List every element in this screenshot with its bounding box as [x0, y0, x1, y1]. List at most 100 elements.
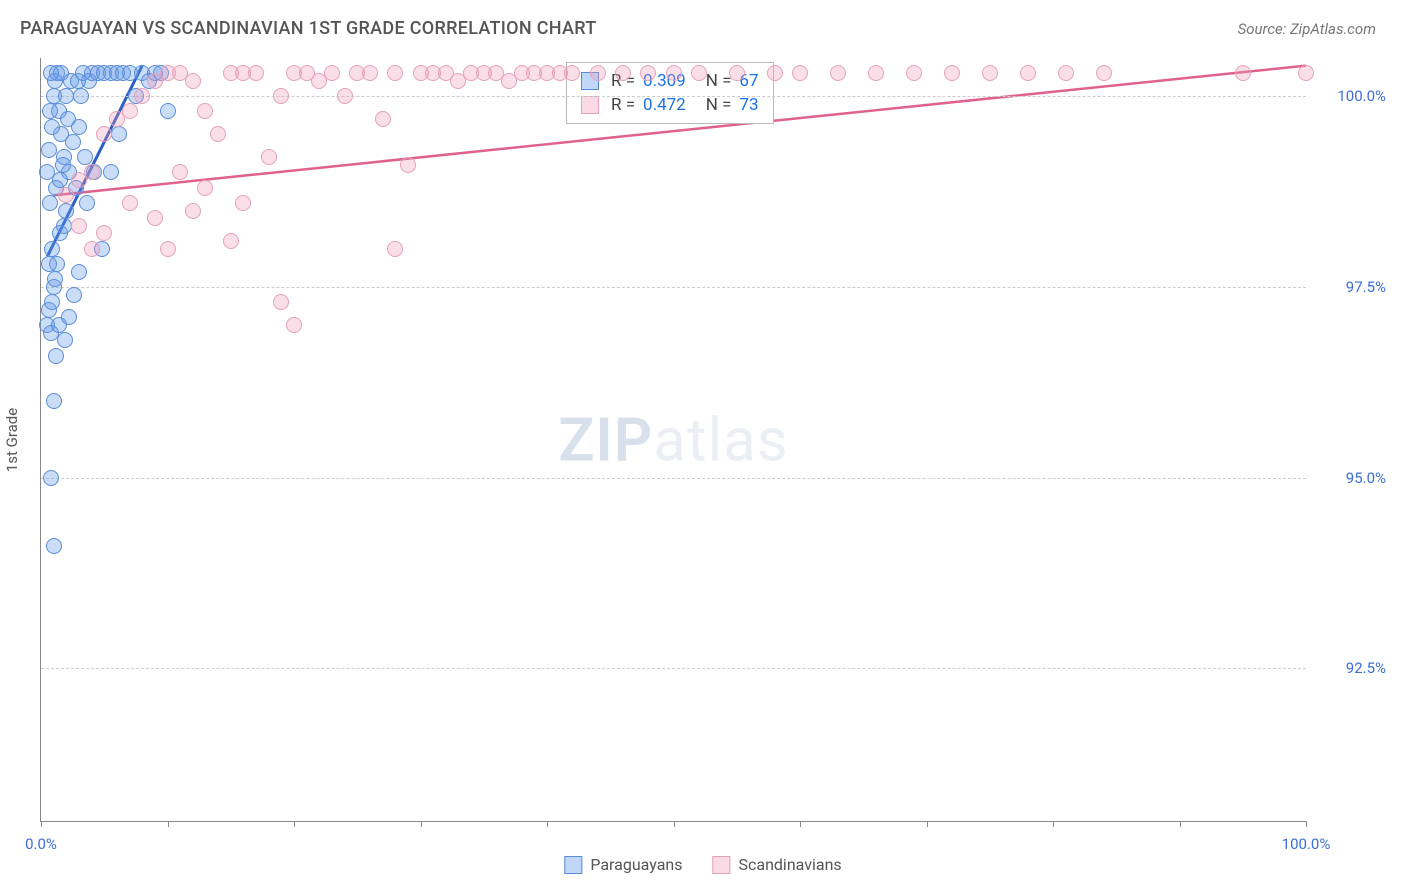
data-point [324, 65, 340, 81]
data-point [767, 65, 783, 81]
data-point [55, 157, 71, 173]
data-point [160, 103, 176, 119]
trend-lines [41, 58, 1306, 821]
data-point [60, 111, 76, 127]
data-point [43, 65, 59, 81]
data-point [147, 210, 163, 226]
data-point [197, 103, 213, 119]
data-point [43, 470, 59, 486]
data-point [564, 65, 580, 81]
y-tick-label: 95.0% [1316, 469, 1386, 487]
data-point [235, 195, 251, 211]
gridline [41, 668, 1306, 669]
x-tick [927, 821, 928, 827]
gridline [41, 478, 1306, 479]
header: PARAGUAYAN VS SCANDINAVIAN 1ST GRADE COR… [0, 0, 1406, 51]
data-point [134, 88, 150, 104]
legend-swatch [581, 96, 599, 114]
data-point [197, 180, 213, 196]
data-point [42, 103, 58, 119]
data-point [375, 111, 391, 127]
gridline [41, 287, 1306, 288]
data-point [44, 241, 60, 257]
data-point [160, 241, 176, 257]
data-point [58, 88, 74, 104]
data-point [387, 65, 403, 81]
r-value: 0.472 [643, 95, 686, 115]
data-point [615, 65, 631, 81]
data-point [52, 172, 68, 188]
n-value: 73 [739, 95, 758, 115]
x-tick [168, 821, 169, 827]
legend-item: Scandinavians [712, 855, 841, 874]
data-point [103, 164, 119, 180]
data-point [210, 126, 226, 142]
data-point [868, 65, 884, 81]
x-tick [547, 821, 548, 827]
data-point [73, 88, 89, 104]
data-point [830, 65, 846, 81]
x-tick [674, 821, 675, 827]
data-point [46, 538, 62, 554]
data-point [46, 393, 62, 409]
data-point [362, 65, 378, 81]
data-point [44, 119, 60, 135]
data-point [56, 218, 72, 234]
legend-item: Paraguayans [564, 855, 682, 874]
chart-area: ZIPatlas R =0.309N =67R =0.472N =73 100.… [40, 58, 1306, 822]
data-point [58, 203, 74, 219]
data-point [47, 271, 63, 287]
data-point [691, 65, 707, 81]
data-point [944, 65, 960, 81]
data-point [273, 88, 289, 104]
data-point [84, 164, 100, 180]
legend-swatch [712, 856, 730, 874]
y-tick-label: 92.5% [1316, 659, 1386, 677]
n-label: N = [706, 71, 732, 91]
data-point [71, 218, 87, 234]
data-point [185, 203, 201, 219]
x-tick-label: 0.0% [25, 835, 57, 853]
legend-label: Scandinavians [738, 855, 841, 874]
x-tick-label: 100.0% [1282, 835, 1331, 853]
data-point [57, 332, 73, 348]
data-point [58, 187, 74, 203]
legend-swatch [564, 856, 582, 874]
data-point [41, 256, 57, 272]
x-tick [1306, 821, 1307, 827]
data-point [1058, 65, 1074, 81]
data-point [48, 348, 64, 364]
data-point [41, 142, 57, 158]
data-point [337, 88, 353, 104]
data-point [96, 225, 112, 241]
legend-label: Paraguayans [590, 855, 682, 874]
data-point [84, 241, 100, 257]
x-tick [800, 821, 801, 827]
data-point [51, 317, 67, 333]
data-point [729, 65, 745, 81]
x-tick [41, 821, 42, 827]
x-tick [1053, 821, 1054, 827]
x-tick [1180, 821, 1181, 827]
data-point [44, 294, 60, 310]
y-axis-label: 1st Grade [3, 408, 21, 472]
data-point [273, 294, 289, 310]
data-point [1020, 65, 1036, 81]
data-point [122, 195, 138, 211]
data-point [223, 233, 239, 249]
data-point [792, 65, 808, 81]
r-label: R = [611, 95, 635, 115]
data-point [42, 195, 58, 211]
source-credit: Source: ZipAtlas.com [1238, 20, 1376, 38]
data-point [111, 126, 127, 142]
data-point [75, 65, 91, 81]
data-point [640, 65, 656, 81]
data-point [172, 164, 188, 180]
data-point [590, 65, 606, 81]
data-point [400, 157, 416, 173]
data-point [71, 264, 87, 280]
chart-title: PARAGUAYAN VS SCANDINAVIAN 1ST GRADE COR… [20, 18, 597, 39]
data-point [77, 149, 93, 165]
data-point [286, 317, 302, 333]
data-point [122, 103, 138, 119]
